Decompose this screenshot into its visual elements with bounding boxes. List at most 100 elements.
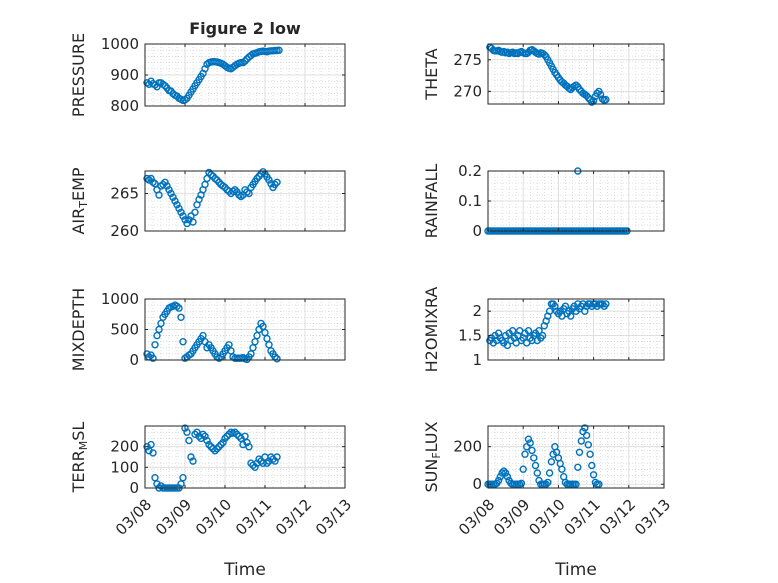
data-point [263,459,271,467]
data-point [187,453,195,461]
data-point [219,438,227,447]
data-point [584,93,592,102]
data-point [147,174,155,183]
subplot-air_temp: 260 265 AIRTEMP [69,167,346,240]
data-point [177,313,185,321]
y-axis-label-part: MIXDEPTH [69,288,88,371]
data-point [211,447,219,455]
data-point [191,430,199,438]
data-point [175,204,183,213]
data-point [237,434,245,443]
data-point [271,457,279,465]
y-tick-label: 200 [453,438,482,456]
y-tick-label: 0 [472,475,482,493]
data-point [531,461,540,470]
data-point [540,51,548,59]
data-point [602,95,610,104]
data-point [574,463,582,471]
data-point [241,432,249,440]
data-point [273,453,281,461]
subplot-pressure: 800 900 1000 PRESSURE Figure 2 low [69,19,346,117]
data-point [547,458,556,466]
data-point [596,90,605,99]
data-point [588,461,596,470]
y-tick-label: 800 [110,97,139,115]
data-point [223,432,231,440]
y-axis-label: AIRTEMP [69,167,90,234]
figure-title: Figure 2 low [189,19,301,38]
data-point [508,327,517,335]
data-point [545,307,554,315]
data-point [189,457,197,465]
y-axis-label-part: LUX [422,421,441,452]
axes-box [144,425,346,489]
data-point [263,334,271,343]
y-tick-label: 2 [472,302,482,320]
data-point [589,471,598,479]
data-point [269,455,277,463]
data-point [602,300,610,308]
data-point [145,447,153,455]
data-point [179,212,187,220]
y-tick-label: 0.2 [458,162,482,180]
y-tick-label: 1.5 [458,327,482,345]
data-point [558,465,566,473]
y-tick-label: 0 [472,222,482,240]
data-point [251,463,259,471]
y-axis-label-part: AIR [69,208,88,235]
subplot-rainfall: 0 0.1 0.2 RAINFALL [422,162,665,240]
subplot-mixdepth: 0 500 1000 MIXDEPTH [69,288,346,371]
y-tick-label: 900 [110,66,139,84]
data-point [249,461,257,469]
data-point [149,354,157,362]
data-point [567,312,575,320]
data-point [245,443,253,451]
y-tick-label: 100 [110,458,139,476]
axes-box [144,170,346,232]
x-axis-label: Time [223,560,266,580]
y-axis-label-part: EMP [69,167,88,201]
y-axis-label: RAINFALL [422,164,441,239]
data-point [149,449,157,457]
data-point [153,480,161,488]
data-point [530,454,538,462]
data-point [151,474,159,482]
data-point [524,435,533,443]
y-axis-label-part: THETA [422,48,441,100]
data-point [521,450,529,458]
y-tick-label: 200 [110,438,139,456]
data-point [595,480,603,488]
data-point [177,208,185,217]
y-tick-label: 1000 [101,290,139,308]
y-tick-label: 0.1 [458,192,482,210]
y-axis-label: THETA [422,48,441,100]
data-point [205,440,213,449]
data-point [526,439,534,447]
y-axis-label: SUNFLUX [422,421,443,492]
axes-box [487,425,665,489]
y-axis-label-part: F [430,452,443,458]
data-point [163,182,171,190]
data-point [179,338,187,346]
data-point [581,424,589,432]
data-point [161,178,169,187]
y-axis-label-part: SL [69,422,88,441]
data-point [217,440,225,449]
y-axis-label: MIXDEPTH [69,288,88,371]
data-point [191,208,199,217]
data-point [147,440,155,449]
data-point [496,473,504,481]
data-point [542,480,550,488]
data-point [538,331,547,340]
data-point [593,89,601,98]
data-point [503,473,512,481]
data-point [259,322,267,331]
y-axis-label: H2OMIXRA [422,287,441,373]
data-point [143,443,151,451]
data-point [231,428,239,436]
data-point [233,430,241,438]
data-point [203,436,211,445]
y-tick-label: 270 [453,82,482,100]
data-point [544,478,552,487]
y-tick-label: 1000 [101,35,139,53]
